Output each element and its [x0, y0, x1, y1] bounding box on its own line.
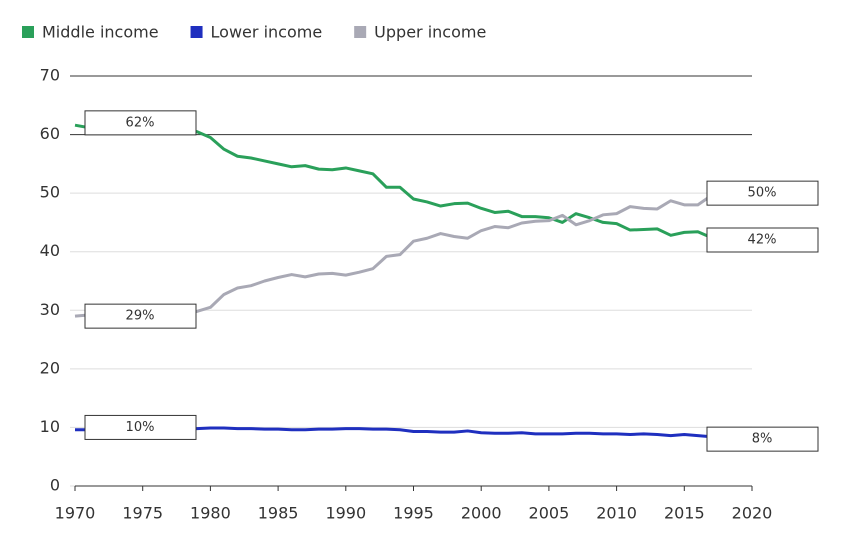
- data-line: [74, 123, 712, 240]
- value-label: 50%: [748, 186, 777, 201]
- x-tick-label: 1995: [393, 504, 434, 523]
- y-tick-label: 10: [40, 417, 60, 436]
- value-label: 42%: [748, 233, 777, 248]
- legend-swatch: [190, 26, 203, 38]
- y-tick-label: 30: [40, 300, 60, 319]
- y-tick-label: 50: [40, 183, 60, 202]
- value-box: [706, 180, 819, 206]
- y-tick-label: 70: [40, 66, 60, 85]
- y-tick-label: 0: [50, 476, 60, 495]
- data-line: [74, 194, 713, 318]
- x-tick-label: 1985: [258, 504, 299, 523]
- value-box: [84, 303, 197, 329]
- value-label: 10%: [126, 420, 155, 435]
- x-tick-label: 2020: [732, 504, 773, 523]
- x-tick-label: 1980: [190, 504, 231, 523]
- y-tick-label: 40: [40, 241, 60, 260]
- legend-label: Upper income: [374, 23, 486, 42]
- value-box: [84, 414, 197, 440]
- x-tick-label: 2000: [461, 504, 502, 523]
- x-tick-label: 2015: [664, 504, 705, 523]
- y-tick-label: 20: [40, 358, 60, 377]
- value-label: 8%: [752, 432, 773, 447]
- legend-label: Lower income: [211, 23, 323, 42]
- legend-label: Middle income: [42, 23, 159, 42]
- value-label: 29%: [126, 309, 155, 324]
- x-tick-label: 1970: [55, 504, 96, 523]
- x-tick-label: 2010: [596, 504, 637, 523]
- legend-swatch: [354, 26, 367, 38]
- value-box: [84, 110, 197, 136]
- value-box: [706, 227, 819, 253]
- x-tick-label: 2005: [529, 504, 570, 523]
- y-tick-label: 60: [40, 124, 60, 143]
- legend-swatch: [22, 26, 34, 38]
- value-label: 62%: [126, 115, 155, 130]
- x-tick-label: 1975: [122, 504, 163, 523]
- value-box: [706, 426, 819, 452]
- x-tick-label: 1990: [325, 504, 366, 523]
